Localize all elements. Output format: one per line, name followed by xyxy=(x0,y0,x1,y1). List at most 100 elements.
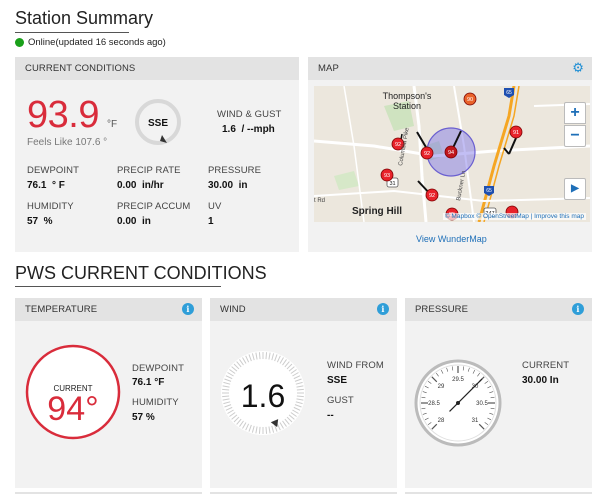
wind-dial-tick xyxy=(239,359,244,366)
wind-dial-tick xyxy=(290,412,297,417)
dewpoint-label: DEWPOINT xyxy=(27,165,79,176)
wind-header: WIND i xyxy=(210,298,397,321)
wind-dial-tick xyxy=(268,426,271,434)
pressure-gauge-label: 29 xyxy=(438,384,445,390)
pressure-gauge-label: 30.5 xyxy=(476,401,488,407)
pressure-gauge-label: 28 xyxy=(438,418,445,424)
zoom-in-button[interactable]: + xyxy=(564,102,586,124)
temperature-current-label: CURRENT xyxy=(53,384,93,393)
wind-dial-tick xyxy=(292,372,299,377)
feels-like: Feels Like 107.6 ° xyxy=(27,137,108,148)
gust-value: -- xyxy=(327,410,334,421)
pressure-gauge-tick xyxy=(421,396,426,399)
wind-dial-tick xyxy=(242,357,247,364)
wind-dial-tick xyxy=(225,375,233,380)
humidity-value: 57 % xyxy=(27,216,53,227)
current-conditions-header: CURRENT CONDITIONS xyxy=(15,57,299,80)
play-button[interactable]: ▶ xyxy=(564,178,586,200)
pressure-gauge-tick xyxy=(490,407,495,410)
map-marker-label: 92 xyxy=(429,193,435,199)
wind-dial-tick xyxy=(233,363,240,370)
map-place-station: Station xyxy=(393,101,421,111)
view-wundermap-link[interactable]: View WunderMap xyxy=(416,234,487,244)
map-view[interactable]: 31 247 65 65 90 91 92 xyxy=(314,86,590,222)
wind-dial-tick xyxy=(274,424,278,432)
wind-dial-tick xyxy=(282,359,287,366)
wind-dial-tick xyxy=(284,418,290,425)
pws-dewpoint-value: 76.1 °F xyxy=(132,377,165,388)
current-conditions-panel: CURRENT CONDITIONS 93.9 °F Feels Like 10… xyxy=(15,57,299,252)
wind-dial-tick xyxy=(265,352,268,360)
pressure-gauge-tick xyxy=(467,367,470,372)
precip-rate-label: PRECIP RATE xyxy=(117,165,181,176)
pressure-label: PRESSURE xyxy=(208,165,262,176)
map-header-label: MAP xyxy=(318,63,339,74)
pressure-current-label: CURRENT xyxy=(522,360,570,371)
wind-dial-tick xyxy=(225,406,233,411)
map-marker-label: 90 xyxy=(467,97,473,103)
temperature-header-label: TEMPERATURE xyxy=(25,304,98,315)
pressure-gauge-tick xyxy=(421,407,426,410)
gear-icon[interactable]: ⚙ xyxy=(572,60,584,75)
wind-dial-tick xyxy=(227,372,234,377)
wind-dial-tick xyxy=(296,398,304,401)
wind-direction-pointer xyxy=(270,419,279,428)
route-shield-31: 31 xyxy=(389,181,395,187)
pressure-gauge-tick xyxy=(440,369,444,374)
wind-dial-tick xyxy=(288,414,295,420)
wind-dial-tick xyxy=(271,425,275,433)
pressure-gauge-tick xyxy=(422,391,427,394)
wind-from-value: SSE xyxy=(327,375,348,386)
pressure-header-label: PRESSURE xyxy=(415,304,469,315)
wind-from-label: WIND FROM xyxy=(327,360,384,371)
pressure-gauge-tick xyxy=(487,417,492,421)
station-summary-title: Station Summary xyxy=(15,8,154,28)
map-marker-label: 93 xyxy=(384,173,390,179)
station-summary-underline xyxy=(15,32,129,33)
precip-accum-value: 0.00 in xyxy=(117,216,151,227)
bottom-panel-mid xyxy=(210,492,397,494)
temperature-current-value: 94° xyxy=(47,390,99,428)
map-marker-label: 91 xyxy=(513,130,519,136)
status-text: Online(updated 16 seconds ago) xyxy=(28,37,166,48)
wind-dial-tick xyxy=(222,395,230,398)
map-road-label: t Rd xyxy=(314,198,325,204)
wind-dial-tick xyxy=(231,366,238,372)
status-line: Online(updated 16 seconds ago) xyxy=(15,37,166,48)
pws-dewpoint-label: DEWPOINT xyxy=(132,363,184,374)
info-icon[interactable]: i xyxy=(572,303,584,315)
wind-dial-tick xyxy=(296,388,304,391)
pressure-gauge-tick xyxy=(489,412,494,415)
map-attribution[interactable]: © Mapbox © OpenStreetMap | Improve this … xyxy=(442,213,586,220)
pressure-gauge-tick xyxy=(477,372,480,377)
info-icon[interactable]: i xyxy=(182,303,194,315)
pressure-gauge-label: 31 xyxy=(472,418,479,424)
map-marker-label: 92 xyxy=(395,142,401,148)
current-temperature: 93.9 xyxy=(27,94,99,136)
wind-dial-tick xyxy=(229,369,236,374)
map-marker-label: 94 xyxy=(448,150,454,156)
wind-dial-tick xyxy=(290,369,297,374)
gust-label: GUST xyxy=(327,395,354,406)
route-shield-65-bottom: 65 xyxy=(486,188,492,194)
wind-gust-label: WIND & GUST xyxy=(217,109,282,120)
info-icon[interactable]: i xyxy=(377,303,389,315)
pressure-gauge-label: 30 xyxy=(472,384,479,390)
wind-dial-tick xyxy=(295,381,303,385)
map-place-spring-hill: Spring Hill xyxy=(352,206,402,217)
map-attribution-text[interactable]: © Mapbox © OpenStreetMap | Improve this … xyxy=(444,213,584,220)
wind-dial-tick xyxy=(294,404,302,408)
pressure-gauge-tick xyxy=(422,412,427,415)
pressure-gauge-tick xyxy=(424,417,429,421)
pressure-gauge-label: 29.5 xyxy=(452,377,464,383)
wind-dial-tick xyxy=(286,416,293,423)
pressure-gauge-tick xyxy=(451,366,454,371)
pressure-gauge-tick xyxy=(489,391,494,394)
wind-dial-tick xyxy=(245,355,250,363)
pws-humidity-value: 57 % xyxy=(132,412,155,423)
wind-speed-value: 1.6 xyxy=(240,378,286,414)
wind-dial-tick xyxy=(231,414,238,420)
zoom-out-button[interactable]: − xyxy=(564,125,586,147)
wind-dial-tick xyxy=(258,352,261,360)
temperature-panel: TEMPERATURE i CURRENT 94° DEWPOINT 76.1 … xyxy=(15,298,202,488)
